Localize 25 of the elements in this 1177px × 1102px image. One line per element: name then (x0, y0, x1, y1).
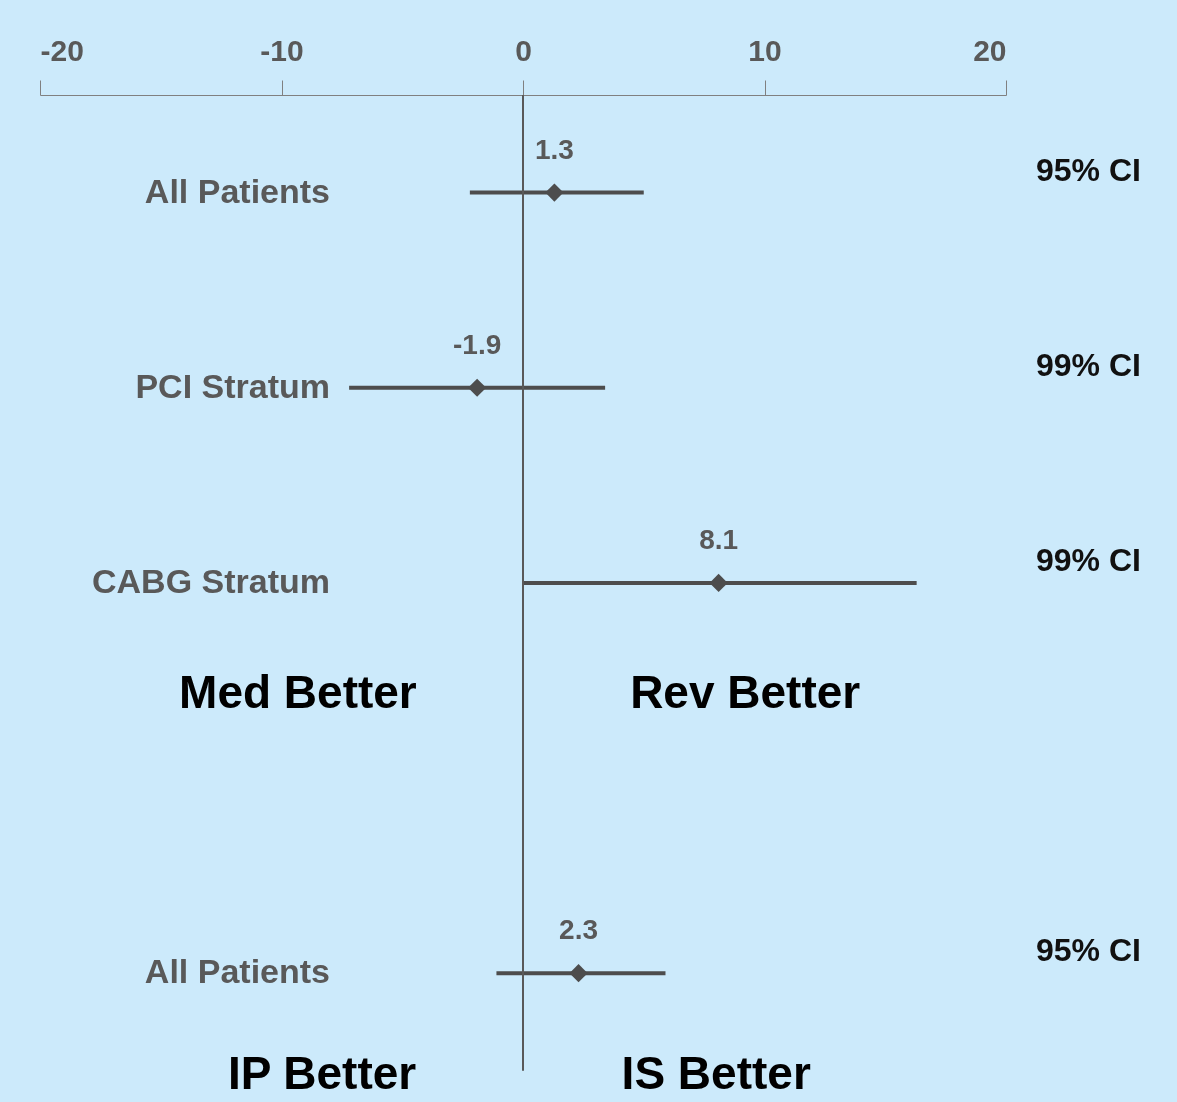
point (468, 378, 487, 397)
y2-tick-label: 99% CI (1036, 346, 1141, 383)
x-tick-label: 0 (515, 33, 532, 67)
x-tick-label: 10 (748, 33, 782, 67)
x-tick-label: -10 (260, 33, 304, 67)
y-tick-label: All Patients (144, 952, 330, 991)
point (709, 573, 728, 592)
annotation: Rev Better (630, 666, 861, 719)
y2-tick-label: 95% CI (1036, 151, 1141, 188)
data-label: 1.3 (534, 133, 574, 165)
point (545, 183, 564, 202)
data-label: 8.1 (699, 523, 739, 555)
annotation: IS Better (621, 1046, 811, 1099)
x-tick-label: -20 (40, 33, 84, 67)
annotation: Med Better (179, 666, 417, 719)
y-tick-label: CABG Stratum (91, 561, 330, 600)
y2-tick-label: 95% CI (1036, 932, 1141, 969)
x-tick-label: 20 (973, 33, 1007, 67)
y-tick-label: PCI Stratum (135, 366, 330, 405)
y2-tick-label: 99% CI (1036, 541, 1141, 578)
data-label: -1.9 (452, 328, 502, 360)
annotation: IP Better (227, 1046, 417, 1099)
data-label: 2.3 (559, 914, 599, 946)
y-tick-label: All Patients (144, 171, 330, 210)
point (569, 964, 588, 983)
